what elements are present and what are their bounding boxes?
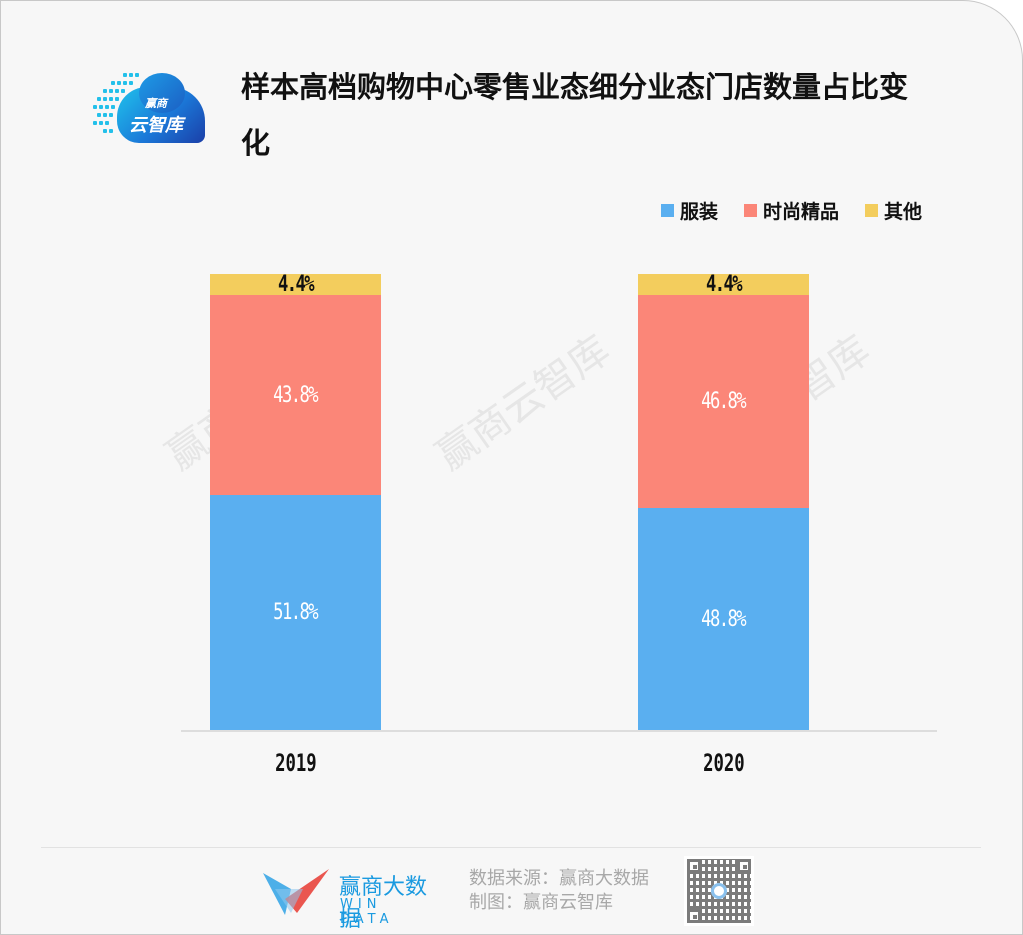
qr-finder-icon (687, 909, 701, 923)
legend-swatch-other (864, 204, 878, 217)
legend-label: 服装 (679, 201, 718, 223)
qr-center-logo-icon (711, 883, 727, 899)
logo-text-bottom: 云智库 (129, 115, 183, 136)
legend-item-fashion: 时尚精品 (743, 197, 839, 224)
source-note: 数据来源：赢商大数据 制图：赢商云智库 (469, 867, 649, 915)
brand-name-en: WIN DATA (340, 897, 394, 927)
watermark: 赢商云智库 (428, 327, 619, 480)
logo-pixel-dots (89, 69, 149, 139)
legend-swatch-fashion (743, 204, 757, 217)
bar-segment-clothing: 51.8% (210, 495, 381, 730)
legend-item-other: 其他 (864, 197, 922, 224)
legend-label: 时尚精品 (762, 201, 839, 223)
x-tick-label: 2019 (274, 749, 317, 777)
bar-2019: 4.4% 43.8% 51.8% (210, 272, 381, 730)
windata-brand: 赢商大数据 WIN DATA (263, 869, 443, 932)
qr-code-pattern (687, 859, 751, 923)
bar-segment-fashion: 46.8% (638, 295, 809, 508)
legend-swatch-clothing (660, 204, 674, 217)
bar-2020: 4.4% 46.8% 48.8% (638, 272, 809, 730)
x-axis-line (181, 730, 937, 732)
brand-name-cn: 赢商大数据 (339, 875, 428, 932)
bar-segment-other: 4.4% (638, 272, 809, 297)
made-by-line: 制图：赢商云智库 (469, 892, 613, 913)
bar-segment-fashion: 43.8% (210, 295, 381, 495)
chart-legend: 服装 时尚精品 其他 (660, 197, 922, 224)
legend-label: 其他 (883, 201, 922, 223)
footer-divider (41, 847, 981, 848)
qr-finder-icon (687, 859, 701, 873)
qr-finder-icon (737, 859, 751, 873)
legend-item-clothing: 服装 (660, 197, 718, 224)
windata-logo-icon (263, 869, 329, 915)
data-source-line: 数据来源：赢商大数据 (469, 868, 649, 889)
logo-cloud-icon (117, 73, 205, 143)
yunzhiku-logo: 赢商 云智库 (89, 69, 209, 145)
qr-code (684, 856, 754, 926)
bar-segment-clothing: 48.8% (638, 508, 809, 730)
chart-title: 样本高档购物中心零售业态细分业态门店数量占比变化 (241, 70, 909, 160)
logo-text-top: 赢商 (145, 97, 167, 110)
x-tick-label: 2020 (702, 749, 745, 777)
bar-segment-other: 4.4% (210, 272, 381, 297)
